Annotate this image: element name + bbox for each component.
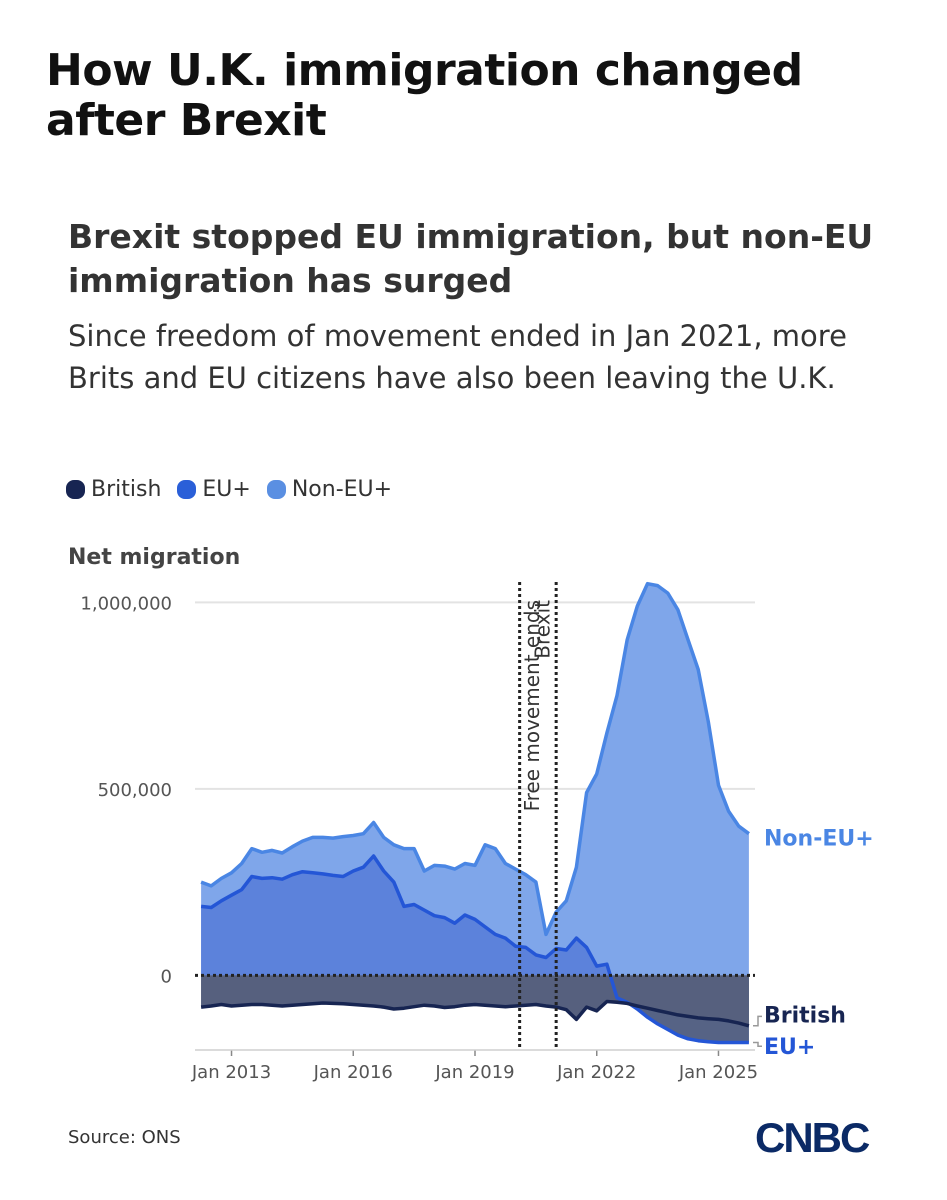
legend-swatch-non-eu <box>266 480 286 499</box>
non-eu-end-label: Non-EU+ <box>764 827 874 852</box>
x-tick-label: Jan 2019 <box>434 1062 514 1083</box>
svg-text:CNBC: CNBC <box>755 1114 870 1160</box>
eu-area <box>201 856 749 1043</box>
x-tick-label: Jan 2016 <box>313 1062 393 1083</box>
british-connector <box>753 1015 762 1027</box>
chart-legend: British EU+ Non-EU+ <box>66 477 408 502</box>
british-line <box>200 999 750 1028</box>
source-note: Source: ONS <box>68 1127 181 1148</box>
legend-item-eu[interactable]: EU+ <box>177 477 251 502</box>
legend-label-eu: EU+ <box>202 477 251 502</box>
y-tick-label: 0 <box>161 966 172 987</box>
page-headline: How U.K. immigration changed after Brexi… <box>46 45 803 146</box>
annotation-label: Free movement ends <box>520 600 544 811</box>
legend-swatch-british <box>66 480 85 499</box>
legend-item-non-eu[interactable]: Non-EU+ <box>266 477 393 502</box>
legend-item-british[interactable]: British <box>66 477 161 502</box>
cnbc-logo: CNBC <box>755 1114 885 1164</box>
y-tick-label: 1,000,000 <box>80 593 172 614</box>
x-tick-label: Jan 2013 <box>191 1062 271 1083</box>
net-migration-chart: 0 500,000 1,000,000 Jan 2013 Jan 2016 Jan 201… <box>80 581 874 1083</box>
x-tick-label: Jan 2025 <box>678 1062 758 1083</box>
y-tick-label: 500,000 <box>98 780 172 801</box>
eu-connector <box>753 1041 762 1048</box>
chart-title: Brexit stopped EU immigration, but non-E… <box>68 217 874 300</box>
negative-area <box>201 975 749 1043</box>
eu-line <box>200 854 749 1045</box>
y-axis-title: Net migration <box>68 545 241 570</box>
legend-label-british: British <box>91 477 162 502</box>
non-eu-line <box>200 581 750 937</box>
eu-end-label: EU+ <box>764 1035 815 1060</box>
legend-swatch-eu <box>177 480 197 499</box>
legend-label-non-eu: Non-EU+ <box>291 477 393 502</box>
chart-subtitle: Since freedom of movement ended in Jan 2… <box>68 319 847 395</box>
x-tick-label: Jan 2022 <box>556 1062 636 1083</box>
annotation-label: Brexit <box>531 600 555 659</box>
british-end-label: British <box>764 1003 846 1028</box>
